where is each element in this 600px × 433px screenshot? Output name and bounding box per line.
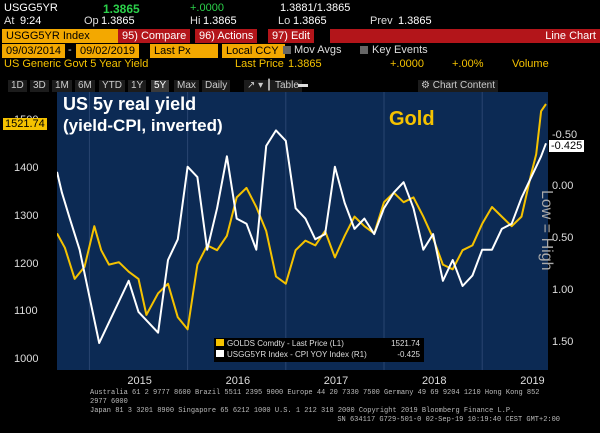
open-label: Op xyxy=(84,15,99,27)
bid-ask-value: 1.3881/1.3865 xyxy=(280,2,351,14)
table-button[interactable]: Table xyxy=(272,80,302,92)
security-change: +.0000 xyxy=(390,58,424,70)
security-info: US Generic Govt 5 Year Yield Last Price … xyxy=(0,58,600,72)
left-tick-label: 1400 xyxy=(14,161,39,174)
yield-last-badge: -0.425 xyxy=(549,140,585,152)
prev-label: Prev xyxy=(370,15,393,27)
ticker-symbol: USGG5YR xyxy=(4,2,58,14)
last-price-label: Last Price xyxy=(235,58,284,70)
left-tick-label: 1000 xyxy=(14,353,39,366)
chart-content-button[interactable]: ⚙ Chart Content xyxy=(418,80,499,92)
security-index-box[interactable]: USGG5YR Index xyxy=(2,29,118,43)
x-tick-label: 2019 xyxy=(520,375,545,387)
currency-select[interactable]: Local CCY xyxy=(222,44,285,58)
chart-annotation-subtitle: (yield-CPI, inverted) xyxy=(63,116,223,135)
actions-button[interactable]: 96) Actions xyxy=(195,29,258,43)
x-tick-label: 2018 xyxy=(422,375,447,387)
chart-svg xyxy=(57,92,547,370)
chart-annotation-title: US 5y real yield xyxy=(63,94,197,114)
quote-header: USGG5YR 1.3865 +.0000 1.3881/1.3865 xyxy=(0,2,600,16)
chart-type-label: Line Chart xyxy=(330,29,600,43)
last-price: 1.3865 xyxy=(288,58,322,70)
right-axis-title: Low = High xyxy=(538,190,555,271)
tab-5y[interactable]: 5Y xyxy=(151,80,170,92)
legend-item-gold: GOLDS Comdty - Last Price (L1) 1521.74 xyxy=(214,338,424,349)
legend: GOLDS Comdty - Last Price (L1) 1521.74 U… xyxy=(214,338,424,362)
key-events-checkbox[interactable] xyxy=(360,46,368,54)
x-tick-label: 2016 xyxy=(225,375,251,387)
separator-divider: ▬ xyxy=(298,79,308,90)
last-price-value: 1.3865 xyxy=(103,2,140,16)
period-select[interactable]: Daily xyxy=(202,80,231,92)
tab-max[interactable]: Max xyxy=(174,80,199,92)
left-tick-label: 1200 xyxy=(14,257,39,270)
price-field-select[interactable]: Last Px xyxy=(150,44,218,58)
start-date-field[interactable]: 09/03/2014 xyxy=(2,44,66,58)
time-label: At xyxy=(4,15,15,27)
toolbar: USGG5YR Index 95) Compare 96) Actions 97… xyxy=(0,28,600,44)
footer-line-3: SN 634117 G729-501-0 02-Sep-19 10:19:40 … xyxy=(337,416,560,424)
volume-label: Volume xyxy=(512,58,549,70)
quote-details: At 9:24 Op 1.3865 Hi 1.3865 Lo 1.3865 Pr… xyxy=(0,15,600,29)
edit-button[interactable]: 97) Edit xyxy=(268,29,314,43)
footer-line-2: Japan 81 3 3201 8900 Singapore 65 6212 1… xyxy=(90,407,515,415)
series-line-gold xyxy=(57,103,547,331)
tab-1d[interactable]: 1D xyxy=(8,80,27,92)
right-tick-label: 1.00 xyxy=(552,284,574,297)
right-tick-label: -0.50 xyxy=(552,128,578,141)
end-date-field[interactable]: 09/02/2019 xyxy=(76,44,140,58)
mov-avgs-checkbox[interactable] xyxy=(283,46,291,54)
high-label: Hi xyxy=(190,15,201,27)
tab-ytd[interactable]: YTD xyxy=(99,80,125,92)
x-tick-label: 2017 xyxy=(323,375,349,387)
tab-6m[interactable]: 6M xyxy=(75,80,95,92)
settings-icon: ⚙ xyxy=(421,80,433,91)
mov-avgs-label: Mov Avgs xyxy=(294,44,342,56)
security-pct-change: +.00% xyxy=(452,58,484,70)
left-tick-label: 1300 xyxy=(14,209,39,222)
low-value: 1.3865 xyxy=(293,15,327,27)
right-tick-label: 0.50 xyxy=(552,232,574,245)
legend-item-yield: USGG5YR Index - CPI YOY Index (R1) -0.42… xyxy=(214,349,424,360)
series-line-real-yield xyxy=(57,129,547,344)
chart-settings: 09/03/2014 - 09/02/2019 Last Px Local CC… xyxy=(0,44,600,58)
prev-value: 1.3865 xyxy=(398,15,432,27)
right-tick-label: 1.50 xyxy=(552,336,574,349)
gold-last-badge: 1521.74 xyxy=(3,118,47,130)
open-value: 1.3865 xyxy=(101,15,135,27)
tab-1y[interactable]: 1Y xyxy=(128,80,147,92)
left-tick-label: 1100 xyxy=(14,305,38,318)
compare-button[interactable]: 95) Compare xyxy=(118,29,191,43)
footer: Australia 61 2 9777 8600 Brazil 5511 239… xyxy=(90,389,560,425)
right-tick-label: 0.00 xyxy=(552,180,574,193)
time-value: 9:24 xyxy=(20,15,42,27)
x-tick-label: 2015 xyxy=(127,375,152,387)
change-value: +.0000 xyxy=(190,2,224,14)
low-label: Lo xyxy=(278,15,291,27)
chart-plot-area: US 5y real yield (yield-CPI, inverted) G… xyxy=(57,92,548,370)
gold-label: Gold xyxy=(389,108,435,130)
security-name: US Generic Govt 5 Year Yield xyxy=(4,58,149,70)
legend-swatch-gold xyxy=(216,339,224,346)
chart-tools-icon[interactable]: ↗ ▾ ┃ xyxy=(244,80,275,92)
legend-swatch-yield xyxy=(216,350,224,357)
tab-3d[interactable]: 3D xyxy=(30,80,49,92)
key-events-label: Key Events xyxy=(372,44,428,56)
high-value: 1.3865 xyxy=(203,15,237,27)
footer-line-1: Australia 61 2 9777 8600 Brazil 5511 239… xyxy=(90,389,540,406)
tab-1m[interactable]: 1M xyxy=(52,80,72,92)
date-separator: - xyxy=(68,44,72,56)
